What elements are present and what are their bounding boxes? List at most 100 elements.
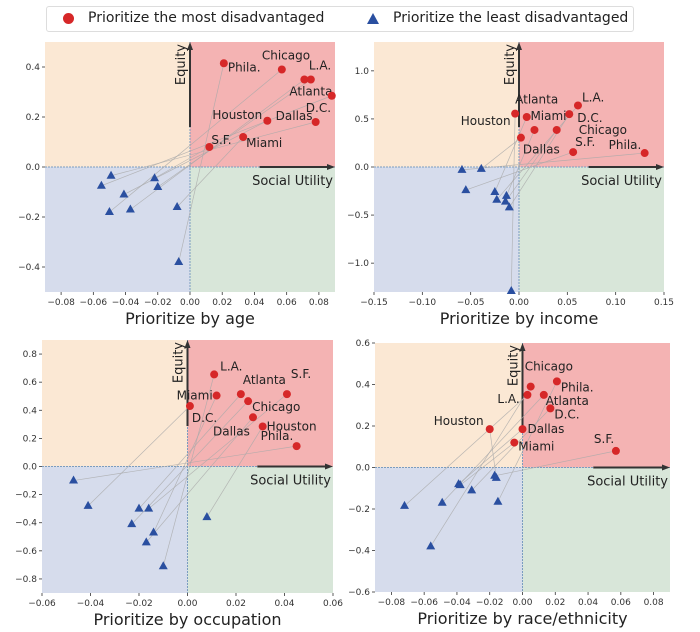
least-point-dc [467, 485, 477, 494]
y-tick-label: 0.2 [26, 113, 40, 123]
least-point-houston [490, 187, 500, 195]
link-line-phila [73, 445, 297, 481]
quadrant-bottom-right [522, 467, 670, 592]
link-line-sf [154, 146, 210, 179]
city-label-miami: Miami [518, 440, 554, 454]
x-axis-label: Prioritize by age [125, 309, 255, 328]
y-tick-label: −0.2 [18, 213, 40, 223]
link-line-sf [148, 393, 288, 509]
x-tick-label: −0.15 [360, 298, 388, 308]
link-line-phila [497, 381, 558, 502]
city-label-chicago: Chicago [252, 400, 300, 414]
x-tick-label: −0.02 [144, 298, 172, 308]
link-line-dallas [458, 428, 523, 485]
x-tick-label: −0.08 [47, 298, 75, 308]
quadrant-bottom-left [42, 466, 188, 593]
city-label-phila: Phila. [609, 138, 642, 152]
least-point-atlanta [437, 497, 447, 506]
y-tick-label: 0.4 [356, 381, 371, 391]
x-tick-label: 0.08 [309, 298, 329, 308]
least-point-miami [455, 480, 465, 489]
x-tick-label: −0.08 [378, 598, 406, 608]
most-point-atlanta [300, 75, 309, 84]
most-point-houston [258, 422, 267, 431]
link-line-phila [461, 152, 645, 171]
city-label-la: L.A. [497, 392, 519, 406]
most-point-dallas [311, 118, 320, 126]
most-point-atlanta [539, 390, 548, 399]
quadrant-bottom-left [375, 467, 523, 592]
city-label-chicago: Chicago [262, 49, 310, 63]
city-label-miami: Miami [530, 109, 566, 123]
link-line-miami [460, 442, 515, 486]
y-tick-label: 0.0 [355, 163, 370, 173]
x-tick-label: 0.02 [212, 298, 232, 308]
most-point-dallas [518, 425, 527, 434]
most-point-la [306, 75, 315, 84]
quadrant-bottom-right [519, 167, 664, 292]
most-point-la [210, 370, 219, 379]
x-tick-label: 0.00 [509, 298, 529, 308]
least-point-sf [150, 173, 160, 182]
y-tick-label: −0.5 [347, 211, 369, 221]
link-line-atlanta [138, 393, 242, 509]
y-tick-label: 0.0 [23, 463, 38, 473]
least-point-miami [172, 202, 182, 210]
least-point-la [400, 500, 409, 509]
city-label-houston: Houston [267, 419, 317, 433]
x-axis-name: Social Utility [587, 475, 668, 490]
x-tick-label: −0.04 [443, 598, 471, 608]
x-tick-label: 0.00 [180, 298, 200, 308]
legend-label-least: Prioritize the least disadvantaged [393, 10, 629, 26]
city-label-phila: Phila. [561, 380, 594, 394]
link-line-phila [178, 63, 225, 263]
y-axis-name: Equity [172, 342, 187, 383]
x-tick-label: 0.00 [177, 599, 197, 609]
link-line-houston [494, 116, 528, 193]
least-point-atlanta [125, 204, 135, 213]
y-tick-label: 0.2 [23, 434, 37, 444]
link-line-houston [489, 429, 497, 478]
most-point-atlanta [236, 390, 245, 399]
least-point-dallas [476, 163, 486, 172]
link-line-houston [206, 426, 263, 518]
most-point-chicago [277, 65, 286, 74]
quadrant-top-left [374, 42, 519, 167]
city-label-phila: Phila. [261, 429, 294, 443]
city-label-houston: Houston [461, 114, 511, 128]
y-tick-label: 0.0 [356, 464, 371, 474]
city-label-dc: D.C. [554, 407, 579, 421]
link-line-dallas [146, 417, 254, 543]
least-point-houston [119, 189, 129, 198]
quadrant-bottom-right [187, 466, 333, 593]
city-label-la: L.A. [220, 359, 242, 373]
x-tick-label: −0.06 [28, 599, 56, 609]
most-point-phila [552, 377, 561, 386]
y-tick-label: 1.0 [355, 67, 370, 77]
y-axis-name: Equity [503, 44, 518, 85]
city-label-dc: D.C. [192, 411, 217, 425]
city-label-houston: Houston [434, 414, 484, 428]
x-tick-label: −0.02 [476, 598, 504, 608]
x-axis-label: Prioritize by race/ethnicity [417, 609, 627, 628]
y-tick-label: −0.4 [15, 519, 37, 529]
most-point-houston [485, 425, 494, 434]
x-tick-label: 0.06 [323, 599, 343, 609]
blue-triangle-marker-icon [367, 12, 379, 24]
least-point-la [153, 182, 163, 190]
most-point-miami [530, 125, 539, 134]
quadrant-top-right [187, 340, 333, 467]
city-label-atlanta: Atlanta [546, 394, 589, 408]
least-point-chicago [104, 207, 114, 215]
city-label-dallas: Dallas [276, 109, 313, 123]
most-point-sf [282, 390, 291, 399]
city-label-chicago: Chicago [525, 360, 573, 374]
x-tick-label: −0.06 [80, 298, 108, 308]
city-label-chicago: Chicago [579, 123, 627, 137]
y-axis-name: Equity [174, 44, 189, 85]
least-point-sf [490, 470, 500, 479]
least-point-dallas [106, 170, 116, 179]
y-axis-name: Equity [507, 345, 522, 386]
least-point-la [492, 194, 502, 203]
least-point-phila [69, 475, 79, 484]
